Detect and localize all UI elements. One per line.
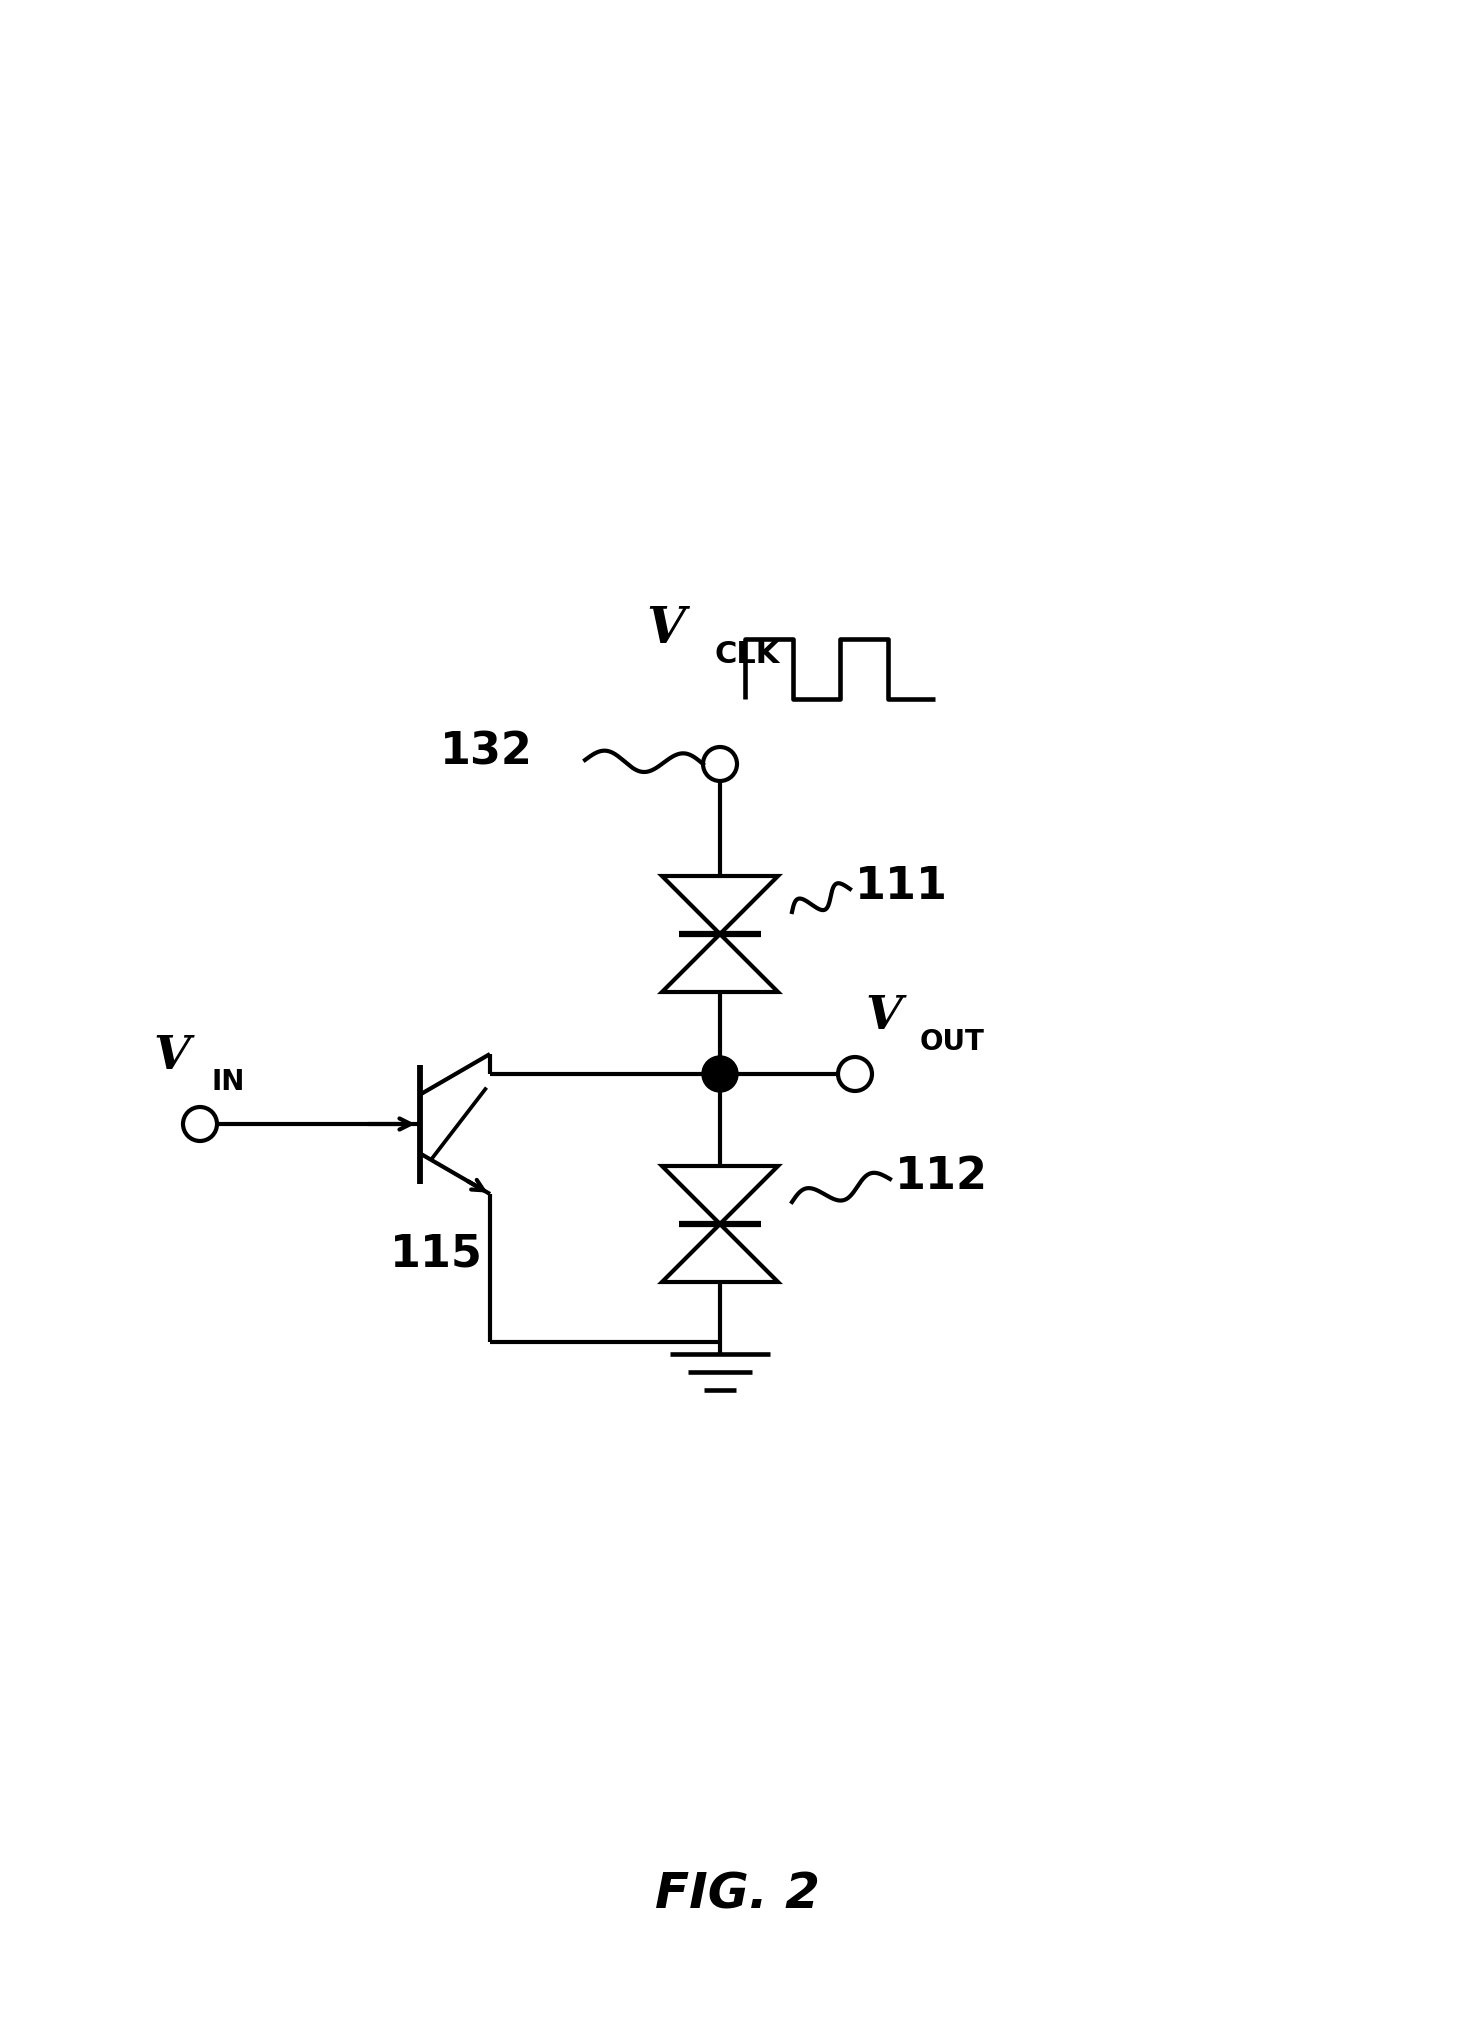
Text: 111: 111 <box>855 865 948 908</box>
Text: 132: 132 <box>440 730 532 773</box>
Text: IN: IN <box>212 1069 245 1096</box>
Text: 112: 112 <box>895 1155 988 1198</box>
Text: V: V <box>153 1032 190 1079</box>
Text: FIG. 2: FIG. 2 <box>655 1870 820 1917</box>
Text: CLK: CLK <box>715 640 780 668</box>
Text: 115: 115 <box>389 1233 482 1275</box>
Text: V: V <box>646 605 684 654</box>
Text: V: V <box>864 993 901 1038</box>
Text: OUT: OUT <box>920 1028 985 1057</box>
Circle shape <box>702 1057 738 1091</box>
